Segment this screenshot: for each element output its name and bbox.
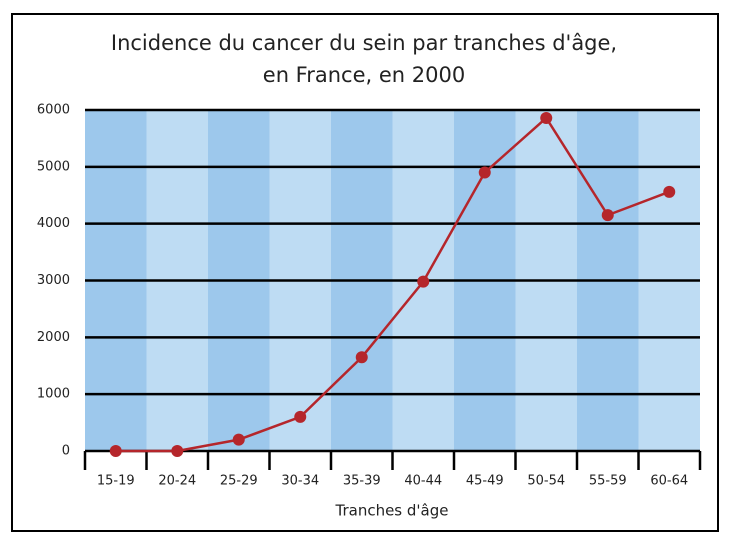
- x-tick-label: 40-44: [404, 474, 442, 489]
- y-tick-label: 6000: [37, 103, 70, 118]
- data-point: [601, 209, 614, 222]
- x-tick-label: 50-54: [527, 474, 565, 489]
- y-tick-label: 1000: [37, 387, 70, 402]
- data-point: [355, 351, 368, 364]
- y-tick-label: 2000: [37, 330, 70, 345]
- x-tick-label: 30-34: [281, 474, 319, 489]
- data-point: [663, 185, 676, 198]
- x-tick-label: 55-59: [589, 474, 627, 489]
- data-line: [115, 116, 670, 453]
- x-tick-label: 60-64: [650, 474, 688, 489]
- data-point: [294, 410, 307, 423]
- data-point: [417, 275, 430, 288]
- y-tick-label: 4000: [37, 216, 70, 231]
- data-point: [232, 433, 245, 446]
- x-tick-label: 45-49: [466, 474, 504, 489]
- y-tick-label: 0: [62, 444, 70, 459]
- x-axis-label: Tranches d'âge: [335, 502, 449, 520]
- chart-title: Incidence du cancer du sein par tranches…: [111, 31, 617, 55]
- y-tick-label: 3000: [37, 273, 70, 288]
- x-tick-label: 35-39: [343, 474, 381, 489]
- x-tick-label: 15-19: [97, 474, 135, 489]
- data-point: [540, 111, 553, 124]
- x-tick-label: 25-29: [220, 474, 258, 489]
- x-tick-label: 20-24: [158, 474, 196, 489]
- y-tick-label: 5000: [37, 159, 70, 174]
- data-point: [478, 166, 491, 179]
- data-point: [109, 445, 122, 457]
- chart-title: en France, en 2000: [263, 63, 465, 87]
- data-point: [171, 445, 184, 457]
